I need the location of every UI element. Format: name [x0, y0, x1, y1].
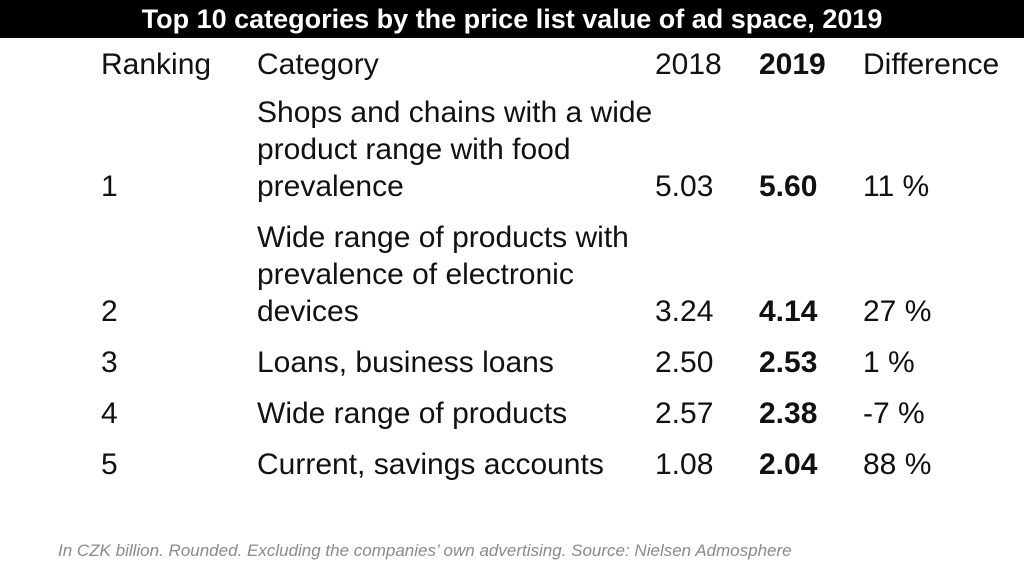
- difference-cell: 88 %: [863, 448, 932, 481]
- category-cell: Loans, business loans: [257, 346, 554, 379]
- category-cell: Shops and chains with a wide product ran…: [257, 96, 653, 203]
- header-2019: 2019: [759, 47, 826, 81]
- value-2018-cell: 1.08: [655, 448, 714, 481]
- ranking-cell: 5: [101, 448, 118, 481]
- table-row: 4 Wide range of products 2.57 2.38 -7 %: [94, 387, 1023, 438]
- table-row: 2 Wide range of products with prevalence…: [94, 211, 1023, 336]
- table-row: 1 Shops and chains with a wide product r…: [94, 86, 1023, 211]
- ranking-cell: 4: [101, 397, 118, 430]
- value-2019-cell: 5.60: [759, 170, 818, 203]
- category-cell: Wide range of products: [257, 397, 568, 430]
- value-2019-cell: 2.38: [759, 397, 818, 430]
- value-2018-cell: 2.57: [655, 397, 714, 430]
- table-row: 3 Loans, business loans 2.50 2.53 1 %: [94, 336, 1023, 387]
- table-row: 5 Current, savings accounts 1.08 2.04 88…: [94, 438, 1023, 489]
- ranking-table: Ranking Category 2018 2019 Difference 1 …: [94, 42, 1023, 489]
- ranking-cell: 1: [101, 170, 118, 203]
- value-2019-cell: 4.14: [759, 295, 818, 328]
- category-cell: Current, savings accounts: [257, 448, 604, 481]
- difference-cell: -7 %: [863, 397, 925, 430]
- chart-title: Top 10 categories by the price list valu…: [0, 0, 1024, 38]
- ranking-cell: 2: [101, 295, 118, 328]
- difference-cell: 1 %: [863, 346, 915, 379]
- header-difference: Difference: [863, 47, 1000, 81]
- header-ranking: Ranking: [101, 47, 212, 81]
- difference-cell: 11 %: [863, 170, 930, 203]
- value-2019-cell: 2.04: [759, 448, 818, 481]
- source-note: In CZK billion. Rounded. Excluding the c…: [58, 541, 792, 560]
- difference-cell: 27 %: [863, 295, 932, 328]
- value-2018-cell: 5.03: [655, 170, 714, 203]
- header-category: Category: [257, 47, 379, 81]
- value-2018-cell: 2.50: [655, 346, 714, 379]
- value-2018-cell: 3.24: [655, 295, 714, 328]
- category-cell: Wide range of products with prevalence o…: [257, 221, 629, 328]
- ranking-cell: 3: [101, 346, 118, 379]
- header-row: Ranking Category 2018 2019 Difference: [94, 42, 1023, 86]
- header-2018: 2018: [655, 47, 722, 81]
- value-2019-cell: 2.53: [759, 346, 818, 379]
